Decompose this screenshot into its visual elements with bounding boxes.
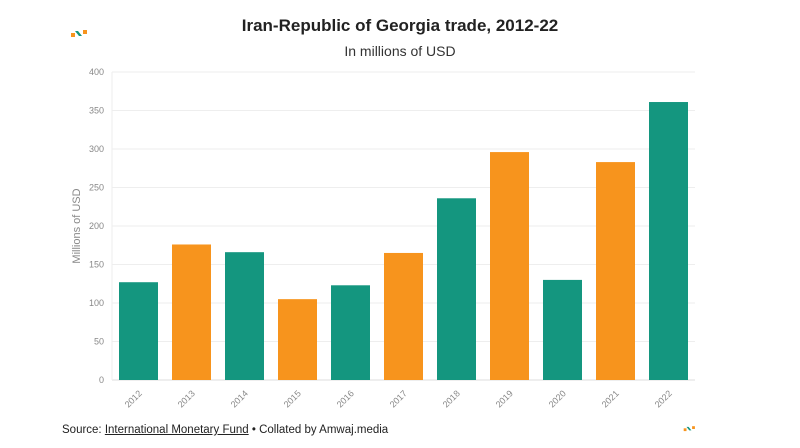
- x-tick-label: 2016: [335, 388, 356, 409]
- x-tick-label: 2017: [388, 388, 409, 409]
- amwaj-logo-small-icon: [683, 426, 695, 432]
- x-tick-label: 2021: [600, 388, 621, 409]
- y-tick-label: 400: [89, 67, 104, 77]
- x-tick-label: 2019: [494, 388, 515, 409]
- x-tick-label: 2015: [282, 388, 303, 409]
- bar-2020: [543, 279, 582, 380]
- source-prefix: Source:: [62, 424, 105, 436]
- bar-2014: [225, 252, 264, 380]
- x-tick-label: 2022: [653, 388, 674, 409]
- chart-subtitle: In millions of USD: [344, 43, 456, 59]
- y-tick-label: 150: [89, 260, 104, 270]
- y-tick-label: 50: [94, 337, 104, 347]
- y-tick-label: 0: [99, 375, 104, 385]
- bar-chart: 0 50 100 150 200 250 300 350 400 Millions of USD 2…: [71, 67, 695, 410]
- bar-2015: [278, 299, 317, 380]
- y-tick-label: 100: [89, 298, 104, 308]
- y-tick-label: 350: [89, 106, 104, 116]
- bar-2019: [490, 152, 529, 380]
- x-tick-label: 2013: [176, 388, 197, 409]
- y-tick-label: 300: [89, 144, 104, 154]
- bar-2021: [596, 162, 635, 380]
- bar-2018: [437, 198, 476, 380]
- source-suffix: • Collated by Amwaj.media: [248, 424, 389, 436]
- source-link[interactable]: International Monetary Fund: [104, 424, 249, 436]
- bar-2022: [649, 102, 688, 380]
- bar-2017: [384, 252, 423, 380]
- x-tick-label: 2012: [123, 388, 144, 409]
- bar-2016: [331, 285, 370, 380]
- y-axis-label: Millions of USD: [71, 188, 83, 263]
- source-footer: Source: International Monetary Fund • Co…: [62, 424, 388, 436]
- chart-title: Iran-Republic of Georgia trade, 2012-22: [241, 16, 559, 35]
- bar-2013: [172, 244, 211, 380]
- x-tick-label: 2020: [547, 388, 568, 409]
- amwaj-logo-icon: [71, 30, 87, 37]
- x-tick-label: 2018: [441, 388, 462, 409]
- bar-2012: [119, 282, 158, 380]
- y-tick-label: 200: [89, 221, 104, 231]
- y-tick-label: 250: [89, 183, 104, 193]
- x-tick-label: 2014: [229, 388, 250, 409]
